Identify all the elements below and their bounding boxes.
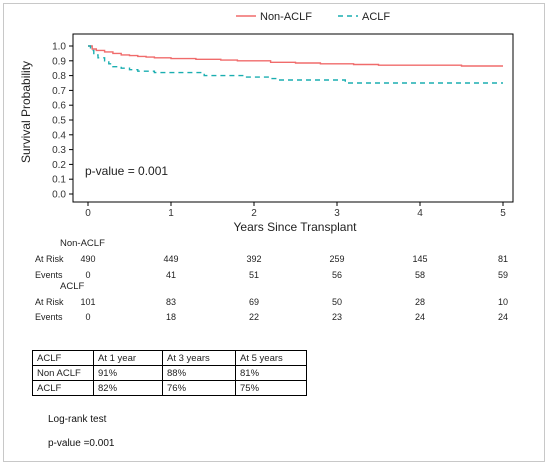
at-risk-count: 490: [80, 254, 96, 264]
series-line-non-aclf: [88, 45, 503, 67]
at-risk-row-label: At Risk: [35, 254, 64, 264]
y-tick-label: 0.3: [52, 145, 66, 156]
header-cell: At 3 years: [162, 350, 236, 366]
at-risk-count: 449: [163, 254, 179, 264]
y-tick-label: 0.4: [52, 130, 66, 141]
events-count: 59: [497, 270, 509, 280]
header-cell: At 1 year: [93, 350, 163, 366]
events-row-label: Events: [35, 270, 63, 280]
events-count: 51: [248, 270, 260, 280]
y-tick-label: 0.5: [52, 116, 66, 127]
x-tick-label: 3: [334, 208, 340, 219]
kaplan-meier-chart: 0.0 0.1 0.2 0.3 0.4 0.5 0.6 0.7 0.8 0.9 1.0 0 1 2 3 4 5…: [19, 11, 514, 234]
y-tick-label: 0.0: [52, 190, 66, 201]
y-tick-label: 0.7: [52, 86, 66, 97]
risk-group-title: ACLF: [60, 281, 85, 292]
events-count: 58: [414, 270, 426, 280]
table-row: ACLF 82% 76% 75%: [32, 380, 307, 396]
at-risk-count: 392: [246, 254, 262, 264]
events-count: 18: [165, 312, 177, 322]
legend-label-non-aclf: Non-ACLF: [260, 11, 312, 23]
table-cell: 81%: [235, 365, 307, 381]
events-count: 24: [497, 312, 509, 322]
at-risk-count: 81: [497, 254, 509, 264]
x-tick-label: 1: [168, 208, 174, 219]
y-axis-label: Survival Probability: [19, 61, 33, 163]
events-count: 0: [85, 270, 91, 280]
header-cell: ACLF: [32, 350, 94, 366]
risk-group-title: Non-ACLF: [60, 238, 105, 249]
y-tick-label: 0.6: [52, 101, 66, 112]
survival-table-header: ACLF At 1 year At 3 years At 5 years: [32, 350, 307, 366]
at-risk-count: 259: [329, 254, 345, 264]
at-risk-count: 69: [248, 297, 260, 307]
table-row: Non ACLF 91% 88% 81%: [32, 365, 307, 381]
x-tick-label: 2: [251, 208, 257, 219]
figure-frame: [3, 3, 545, 462]
at-risk-count: 83: [165, 297, 177, 307]
table-cell: 82%: [93, 380, 163, 396]
events-count: 41: [165, 270, 177, 280]
p-value-annotation: p-value = 0.001: [85, 164, 168, 178]
events-count: 24: [414, 312, 426, 322]
x-axis-label: Years Since Transplant: [234, 220, 358, 234]
survival-table: ACLF At 1 year At 3 years At 5 years Non…: [32, 350, 307, 396]
events-count: 56: [331, 270, 343, 280]
at-risk-count: 101: [80, 297, 96, 307]
table-cell: 75%: [235, 380, 307, 396]
table-cell: 91%: [93, 365, 163, 381]
log-rank-pvalue: p-value =0.001: [48, 438, 115, 449]
header-cell: At 5 years: [235, 350, 307, 366]
y-tick-label: 0.1: [52, 175, 66, 186]
x-tick-label: 5: [500, 208, 506, 219]
x-tick-label: 0: [85, 208, 91, 219]
events-count: 23: [331, 312, 343, 322]
at-risk-count: 145: [412, 254, 428, 264]
y-tick-label: 0.8: [52, 71, 66, 82]
at-risk-count: 28: [414, 297, 426, 307]
at-risk-count: 10: [497, 297, 509, 307]
y-tick-label: 0.2: [52, 160, 66, 171]
at-risk-row-label: At Risk: [35, 297, 64, 307]
y-tick-label: 0.9: [52, 56, 66, 67]
events-row-label: Events: [35, 312, 63, 322]
row-label: ACLF: [32, 380, 94, 396]
table-cell: 76%: [162, 380, 236, 396]
legend-label-aclf: ACLF: [362, 11, 390, 23]
row-label: Non ACLF: [32, 365, 94, 381]
events-count: 22: [248, 312, 260, 322]
events-count: 0: [85, 312, 91, 322]
log-rank-label: Log-rank test: [48, 414, 107, 425]
series-line-aclf: [88, 45, 503, 84]
y-tick-label: 1.0: [52, 42, 66, 53]
table-cell: 88%: [162, 365, 236, 381]
at-risk-count: 50: [331, 297, 343, 307]
x-tick-label: 4: [417, 208, 423, 219]
